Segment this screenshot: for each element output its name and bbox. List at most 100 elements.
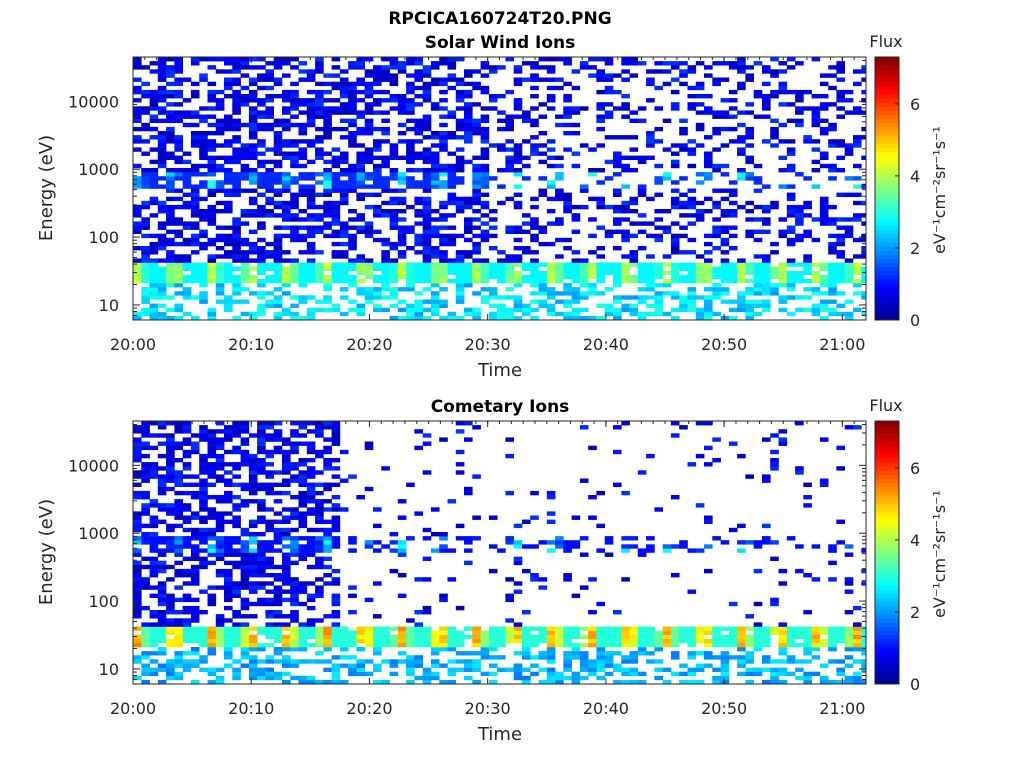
heatmap-cell [166,139,175,144]
heatmap-cell [265,209,274,214]
heatmap-cell [273,57,283,62]
heatmap-cell [199,519,208,524]
heatmap-cell [207,593,217,598]
heatmap-cell [331,57,341,62]
heatmap-cell [439,143,448,148]
heatmap-cell [695,626,705,631]
heatmap-cell [298,679,308,685]
heatmap-cell [414,266,423,271]
heatmap-cell [695,213,705,218]
heatmap-cell [133,589,142,594]
heatmap-cell [157,135,167,140]
heatmap-cell [480,274,490,280]
heatmap-cell [232,585,241,590]
heatmap-cell [646,81,655,87]
heatmap-cell [323,540,332,545]
heatmap-cell [778,634,788,640]
heatmap-cell [389,176,399,181]
heatmap-cell [133,560,142,566]
heatmap-cell [695,94,705,99]
heatmap-cell [745,65,754,70]
heatmap-cell [439,200,448,206]
heatmap-cell [530,106,539,111]
heatmap-cell [224,642,233,648]
heatmap-cell [646,630,655,635]
heatmap-cell [298,69,308,74]
heatmap-cell [190,441,200,446]
heatmap-cell [786,630,796,635]
heatmap-cell [389,61,399,66]
heatmap-cell [637,671,647,677]
heatmap-cell [224,585,233,590]
heatmap-cell [604,634,614,640]
heatmap-cell [397,307,407,313]
heatmap-cell [248,581,258,586]
heatmap-cell [406,679,415,685]
heatmap-cell [464,126,473,132]
heatmap-cell [215,126,225,132]
heatmap-cell [464,307,473,313]
heatmap-cell [538,577,548,582]
heatmap-cell [720,114,730,119]
heatmap-cell [215,675,225,681]
heatmap-cell [224,172,233,177]
heatmap-cell [464,102,473,107]
heatmap-cell [397,515,407,520]
heatmap-cell [290,511,299,516]
heatmap-cell [513,295,523,300]
heatmap-cell [571,593,581,598]
heatmap-cell [282,638,291,644]
heatmap-cell [430,311,440,317]
heatmap-cell [174,229,183,234]
heatmap-cell [687,291,697,296]
heatmap-cell [174,478,183,483]
heatmap-cell [157,667,167,672]
heatmap-cell [447,671,457,677]
heatmap-cell [571,69,581,74]
heatmap-cell [579,262,589,267]
heatmap-cell [662,291,672,296]
heatmap-cell [522,213,531,218]
heatmap-cell [166,57,175,62]
heatmap-cell [414,610,423,615]
heatmap-cell [753,626,763,631]
heatmap-cell [348,262,357,267]
heatmap-cell [364,642,374,648]
heatmap-cell [596,634,605,640]
heatmap-cell [240,278,250,284]
heatmap-cell [373,229,382,234]
heatmap-cell [215,556,225,561]
heatmap-cell [215,122,225,128]
heatmap-cell [373,667,382,672]
heatmap-cell [149,642,159,648]
heatmap-cell [224,655,233,660]
heatmap-cell [174,81,183,87]
heatmap-cell [406,61,415,66]
heatmap-cell [530,221,539,226]
heatmap-cell [257,433,266,438]
heatmap-cell [555,679,564,685]
heatmap-cell [579,478,589,483]
heatmap-cell [356,155,365,160]
heatmap-cell [505,287,514,292]
heatmap-cell [282,213,291,218]
heatmap-cell [323,98,332,103]
heatmap-cell [248,246,258,251]
heatmap-cell [455,659,465,664]
heatmap-cell [430,65,440,70]
heatmap-cell [728,246,738,251]
heatmap-cell [604,266,614,271]
heatmap-cell [762,291,771,296]
heatmap-cell [563,98,572,103]
heatmap-cell [397,626,407,631]
heatmap-cell [670,200,680,206]
heatmap-cell [257,548,266,553]
heatmap-cell [248,601,258,607]
heatmap-cell [133,585,142,590]
heatmap-cell [232,184,241,189]
heatmap-cell [199,486,208,492]
heatmap-cell [720,626,730,631]
heatmap-cell [737,453,746,459]
heatmap-cell [348,241,357,247]
heatmap-cell [513,303,523,308]
